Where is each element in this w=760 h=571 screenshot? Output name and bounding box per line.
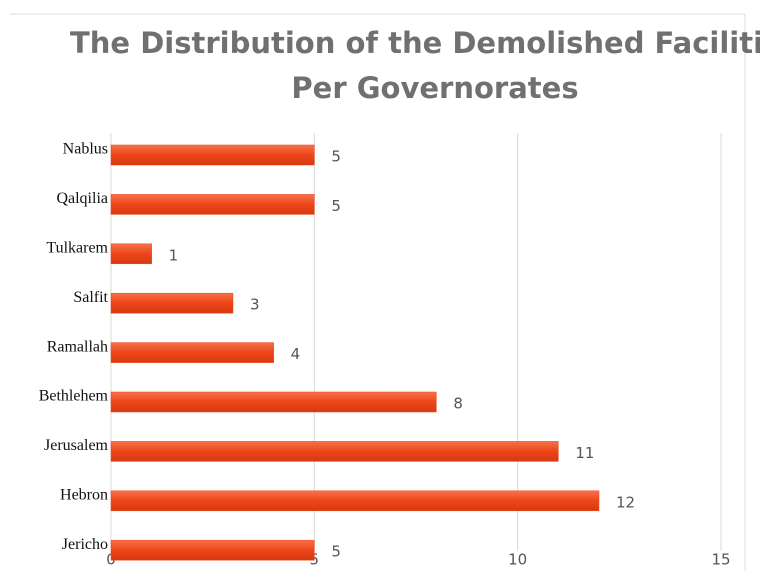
y-tick-label: Tulkarem bbox=[46, 239, 108, 256]
y-tick-label: Ramallah bbox=[47, 338, 108, 355]
y-tick-label: Hebron bbox=[60, 486, 108, 503]
bar bbox=[110, 539, 315, 561]
data-label: 5 bbox=[331, 197, 341, 215]
bar bbox=[110, 490, 600, 512]
data-label: 1 bbox=[169, 246, 179, 264]
y-tick-label: Salfit bbox=[73, 289, 108, 306]
data-label: 4 bbox=[291, 345, 301, 363]
bar bbox=[110, 342, 274, 363]
x-tick-label: 10 bbox=[508, 551, 527, 569]
data-label: 5 bbox=[331, 543, 341, 561]
y-tick-label: Qalqilia bbox=[56, 190, 108, 207]
bar bbox=[110, 194, 315, 215]
x-tick-label: 15 bbox=[711, 551, 730, 569]
data-label: 8 bbox=[453, 395, 463, 413]
bar bbox=[110, 441, 559, 462]
y-tick-label: Bethlehem bbox=[39, 388, 109, 405]
data-label: 5 bbox=[331, 148, 341, 166]
data-label: 11 bbox=[575, 444, 594, 462]
bar bbox=[110, 292, 234, 314]
chart-title: Per Governorates bbox=[291, 71, 578, 105]
bar bbox=[110, 144, 315, 166]
chart-title: The Distribution of the Demolished Facil… bbox=[70, 26, 760, 60]
y-tick-label: Jericho bbox=[62, 536, 108, 553]
data-label: 12 bbox=[616, 493, 635, 511]
y-tick-label: Nablus bbox=[63, 141, 108, 158]
data-label: 3 bbox=[250, 296, 260, 314]
y-tick-label: Jerusalem bbox=[44, 437, 109, 454]
bar bbox=[110, 391, 437, 413]
bar bbox=[110, 243, 152, 265]
